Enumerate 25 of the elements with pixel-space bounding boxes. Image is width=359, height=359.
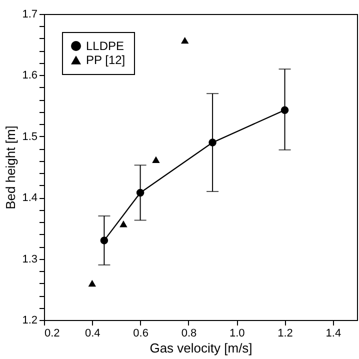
point	[280, 106, 289, 114]
legend-label: PP [12]	[86, 53, 126, 67]
y-tick-label: 1.3	[22, 253, 38, 266]
point	[100, 236, 108, 244]
x-tick-label: 0.2	[44, 328, 60, 340]
x-tick-label: 0.4	[85, 328, 100, 340]
y-tick-label: 1.2	[22, 314, 38, 326]
x-tick-label: 1.4	[326, 328, 342, 340]
point	[152, 156, 160, 164]
x-axis-title: Gas velocity [m/s]	[150, 340, 252, 356]
point	[88, 280, 96, 287]
y-tick-label: 1.4	[22, 192, 38, 204]
y-tick-label: 1.6	[22, 70, 38, 82]
x-tick-label: 1.2	[278, 328, 293, 340]
point	[208, 138, 216, 146]
point	[120, 220, 128, 228]
point	[136, 188, 144, 197]
y-tick-label: 1.7	[22, 8, 38, 20]
point	[180, 36, 189, 44]
x-tick-label: 1.0	[229, 328, 245, 340]
legend-label: LLDPE	[86, 39, 124, 53]
x-tick-label: 0.8	[181, 328, 197, 340]
y-tick-label: 1.5	[22, 130, 38, 143]
y-axis-title: Bed height [m]	[3, 126, 18, 210]
x-tick-label: 0.6	[133, 328, 148, 340]
